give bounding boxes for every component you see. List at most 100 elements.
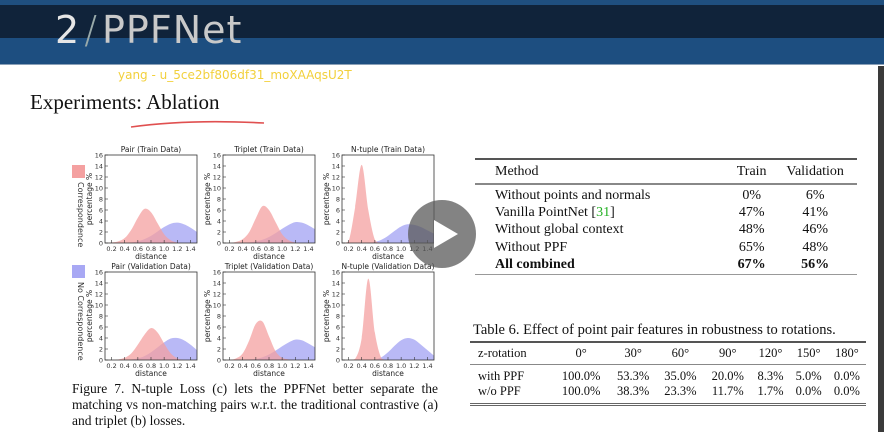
video-frame-edge [878,66,884,432]
play-button[interactable] [408,200,476,268]
y-tick-label: 12 [95,174,103,182]
x-tick-label: 1.4 [422,362,432,370]
y-tick-label: 8 [99,313,103,321]
figure-caption: Figure 7. N-tuple Loss (c) lets the PPFN… [72,381,438,428]
column-header: Method [475,159,730,185]
value-cell: 11.7% [711,383,744,398]
value-cell: 1.7% [757,383,784,398]
y-axis-label: percentage % [322,290,331,342]
y-tick-label: 4 [336,218,340,226]
x-tick-label: 0.6 [370,362,380,370]
x-tick-label: 1.0 [396,245,406,253]
method-text-end: ] [610,204,615,220]
x-tick-label: 1.4 [303,245,313,253]
y-axis-label: percentage % [322,173,331,225]
x-tick-label: 1.0 [159,362,169,370]
y-tick-label: 0 [336,240,340,248]
value-cell: 38.3% [616,383,650,398]
y-tick-label: 8 [99,196,103,204]
x-tick-label: 0.2 [343,362,353,370]
y-tick-label: 4 [99,218,103,226]
table-row: w/o PPF 100.0% 38.3% 23.3% 11.7% 1.7% 0.0% 0.0% [470,384,866,405]
chart-panel: 0 2 4 6 8 10 12 14 16 0.2 0.4 0.6 0.8 1.0 1.2 1.4 Pair (… [85,262,198,378]
validation-cell: 46% [802,222,828,238]
table-row: Without points and normals 0% 6% [475,184,857,204]
x-tick-label: 1.0 [277,362,287,370]
y-tick-label: 2 [336,229,340,237]
method-cell: All combined [495,257,575,273]
column-header: z-rotation [470,342,553,365]
y-tick-label: 2 [99,229,103,237]
column-header: 90° [704,342,752,365]
x-tick-label: 0.4 [357,245,367,253]
y-tick-label: 6 [336,207,340,215]
x-axis-label: distance [135,252,167,261]
chart-panel: 0 2 4 6 8 10 12 14 16 0.2 0.4 0.6 0.8 1.0 1.2 1.4 Pair (… [85,145,198,261]
play-icon [434,220,458,248]
method-cell: Without points and normals [495,188,651,203]
watermark: yang - u_5ce2bf806df31_moXAAqsU2T [118,68,352,82]
y-tick-label: 10 [332,302,340,310]
citation-link[interactable]: 31 [596,204,611,220]
method-cell: Vanilla PointNet [31] [475,204,730,222]
table-row: Without PPF 65% 48% [475,239,857,257]
chart-title: N-tuple (Validation Data) [341,262,434,271]
x-tick-label: 0.2 [224,362,234,370]
correspondence-area [223,205,315,243]
value-cell: 8.3% [757,368,784,383]
y-tick-label: 10 [95,185,103,193]
y-tick-label: 10 [332,185,340,193]
validation-cell: 48% [802,239,828,255]
header-band-dark [0,5,884,38]
y-tick-label: 16 [213,152,221,160]
y-tick-label: 0 [336,357,340,365]
no-correspondence-area [105,337,197,360]
table-row: All combined 67% 56% [475,257,857,275]
method-text: Vanilla PointNet [ [495,204,597,220]
table-row: with PPF 100.0% 53.3% 35.0% 20.0% 8.3% 5.0% 0.0… [470,364,866,384]
column-header: Train [729,159,774,185]
x-axis-label: distance [253,369,285,378]
y-tick-label: 12 [332,174,340,182]
no-correspondence-area [223,339,315,360]
y-tick-label: 14 [95,163,103,171]
y-tick-label: 16 [95,152,103,160]
y-tick-label: 14 [213,280,221,288]
validation-cell: 6% [805,188,825,203]
method-cell: Without PPF [495,239,568,255]
y-tick-label: 6 [217,324,221,332]
y-tick-label: 16 [213,269,221,277]
annotation-underline [130,120,265,128]
header-band [0,38,884,65]
x-tick-label: 1.2 [290,362,300,370]
x-axis-label: distance [253,252,285,261]
y-tick-label: 14 [95,280,103,288]
y-tick-label: 16 [95,269,103,277]
train-cell: 0% [742,188,761,203]
x-tick-label: 0.8 [264,362,274,370]
train-cell: 47% [738,204,765,220]
slide-title: 2/PPFNet [55,8,242,52]
x-tick-label: 1.4 [303,362,313,370]
y-tick-label: 0 [99,240,103,248]
validation-cell: 56% [801,257,830,273]
column-header: 60° [656,342,705,365]
row-label: with PPF [478,368,525,383]
x-tick-label: 0.8 [264,245,274,253]
row-label: w/o PPF [478,383,521,398]
x-tick-label: 0.4 [120,362,130,370]
y-tick-label: 12 [95,291,103,299]
section-heading: Experiments: Ablation [30,90,220,114]
x-tick-label: 0.4 [120,245,130,253]
y-tick-label: 8 [336,313,340,321]
y-tick-label: 6 [336,324,340,332]
y-tick-label: 4 [99,335,103,343]
y-tick-label: 6 [99,207,103,215]
x-tick-label: 0.8 [383,362,393,370]
correspondence-area [342,164,434,243]
x-tick-label: 0.2 [343,245,353,253]
y-tick-label: 2 [336,346,340,354]
y-tick-label: 12 [213,291,221,299]
legend-swatch-no-correspondence [72,265,85,278]
